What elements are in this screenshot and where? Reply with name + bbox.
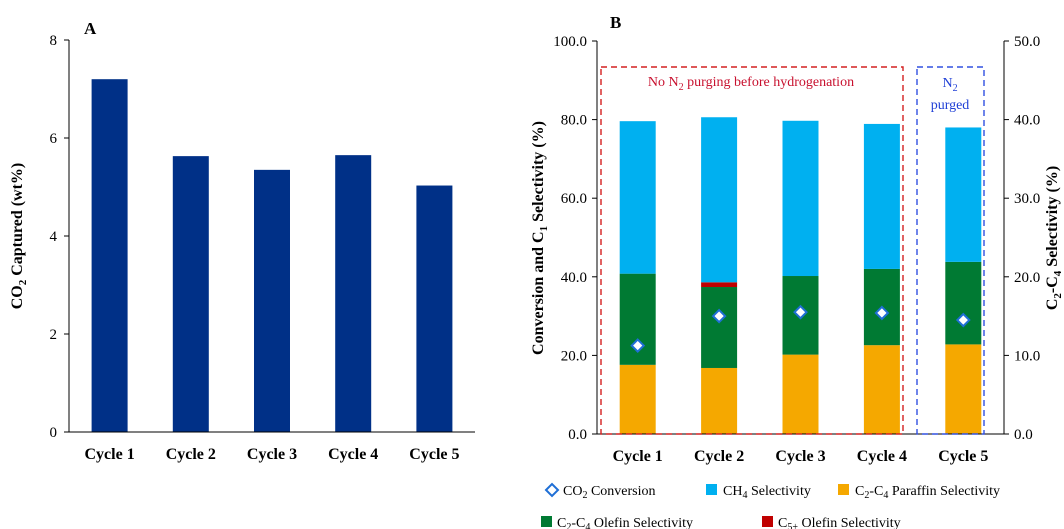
purged-annotation-line1: N2 xyxy=(942,76,957,94)
panel-b-right-y-axis-label: C2-C4 Selectivity (%) xyxy=(1044,166,1064,310)
panel-b-right-tick-label: 0.0 xyxy=(1014,427,1033,443)
bar-segment-ch4-selectivity-cycle-5 xyxy=(945,127,982,262)
panel-b-right-tick-label: 20.0 xyxy=(1014,270,1040,286)
bar-segment-c2-c4-paraffin-selectivity-cycle-3 xyxy=(782,354,819,434)
bar-segment-ch4-selectivity-cycle-2 xyxy=(701,117,738,283)
bar-segment-c2-c4-olefin-selectivity-cycle-5 xyxy=(945,261,982,345)
legend-swatch-olefin xyxy=(541,516,552,527)
panel-b-right-y-tick-labels: 0.0 10.0 20.0 30.0 40.0 50.0 xyxy=(1004,34,1040,443)
panel-a-y-tick-label: 8 xyxy=(50,33,58,49)
bar-segment-c2-c4-olefin-selectivity-cycle-2 xyxy=(701,287,738,368)
bar-segment-c2-c4-paraffin-selectivity-cycle-4 xyxy=(863,345,900,434)
legend-label-olefin: C2-C4 Olefin Selectivity xyxy=(557,516,693,529)
bar-segment-c2-c4-paraffin-selectivity-cycle-5 xyxy=(945,344,982,434)
panel-a-y-tick-label: 4 xyxy=(50,229,58,245)
panel-b-stacked-bars xyxy=(619,117,982,434)
bar-segment-c5-olefin-selectivity-cycle-2 xyxy=(701,282,738,288)
purged-annotation-line2: purged xyxy=(931,98,970,113)
panel-b-left-tick-label: 0.0 xyxy=(568,427,587,443)
bar-cycle-3 xyxy=(254,169,290,432)
co2-conversion-marker-cycle-1 xyxy=(630,338,646,353)
legend-item-ch4: CH4 Selectivity xyxy=(706,484,811,501)
panel-b-left-y-axis-label: Conversion and C1 Selectivity (%) xyxy=(530,121,550,355)
bar-segment-ch4-selectivity-cycle-4 xyxy=(863,123,900,269)
panel-a-y-tick-labels: 0 2 4 6 8 xyxy=(50,33,69,441)
co2-conversion-marker-cycle-5 xyxy=(955,312,971,328)
bar-segment-ch4-selectivity-cycle-1 xyxy=(619,121,656,274)
category-label-cycle-5: Cycle 5 xyxy=(938,448,988,465)
category-label-cycle-1: Cycle 1 xyxy=(613,448,663,465)
panel-b-left-tick-label: 40.0 xyxy=(561,270,587,286)
category-label-cycle-2: Cycle 2 xyxy=(166,446,216,463)
bar-segment-c2-c4-paraffin-selectivity-cycle-1 xyxy=(619,364,656,434)
panel-b-right-tick-label: 50.0 xyxy=(1014,34,1040,50)
category-label-cycle-1: Cycle 1 xyxy=(84,446,134,463)
category-label-cycle-3: Cycle 3 xyxy=(247,446,297,463)
panel-b-left-tick-label: 20.0 xyxy=(561,348,587,364)
bar-segment-ch4-selectivity-cycle-3 xyxy=(782,120,819,277)
category-label-cycle-5: Cycle 5 xyxy=(409,446,459,463)
panel-b-right-tick-label: 30.0 xyxy=(1014,191,1040,207)
panel-b-right-tick-label: 10.0 xyxy=(1014,348,1040,364)
diamond-marker-icon xyxy=(544,482,560,498)
panel-b-left-tick-label: 60.0 xyxy=(561,191,587,207)
legend-item-co2-conversion: CO2 Conversion xyxy=(544,482,656,501)
category-label-cycle-4: Cycle 4 xyxy=(328,446,378,463)
legend-label-paraffin: C2-C4 Paraffin Selectivity xyxy=(855,484,1000,501)
no-purge-annotation: No N2 purging before hydrogenation xyxy=(648,75,854,93)
panel-a-y-axis-label: CO2 Captured (wt%) xyxy=(9,163,29,310)
legend-swatch-ch4 xyxy=(706,484,717,495)
panel-b-legend: CO2 Conversion CH4 Selectivity C2-C4 Par… xyxy=(541,482,1000,529)
bar-cycle-2 xyxy=(172,156,209,432)
bar-cycle-1 xyxy=(91,79,128,432)
purged-dashed-box xyxy=(916,66,985,435)
legend-item-c5: C5+ Olefin Selectivity xyxy=(762,516,901,529)
category-label-cycle-3: Cycle 3 xyxy=(775,448,825,465)
legend-label-c5: C5+ Olefin Selectivity xyxy=(778,516,901,529)
legend-swatch-paraffin xyxy=(838,484,849,495)
category-label-cycle-4: Cycle 4 xyxy=(857,448,907,465)
panel-b-left-tick-label: 80.0 xyxy=(561,113,587,129)
legend-label-co2-conversion: CO2 Conversion xyxy=(563,484,656,501)
panel-a-category-labels: Cycle 1 Cycle 2 Cycle 3 Cycle 4 Cycle 5 xyxy=(84,446,459,463)
panel-b-left-y-tick-labels: 0.0 20.0 40.0 60.0 80.0 100.0 xyxy=(553,34,597,443)
panel-b-co2-conversion-markers xyxy=(630,304,971,353)
panel-b-right-tick-label: 40.0 xyxy=(1014,113,1040,129)
legend-label-ch4: CH4 Selectivity xyxy=(723,484,811,501)
co2-conversion-marker-cycle-2 xyxy=(711,308,727,324)
co2-conversion-marker-cycle-4 xyxy=(874,305,890,321)
bar-cycle-5 xyxy=(416,185,453,432)
bar-segment-c2-c4-paraffin-selectivity-cycle-2 xyxy=(701,367,738,434)
category-label-cycle-2: Cycle 2 xyxy=(694,448,744,465)
legend-item-olefin: C2-C4 Olefin Selectivity xyxy=(541,516,693,529)
panel-a-y-tick-label: 6 xyxy=(50,131,58,147)
panel-a-letter: A xyxy=(84,19,97,38)
panel-b-chart: B 0.0 20.0 40.0 60.0 80.0 100.0 0.0 10.0 20.0 30… xyxy=(530,13,1064,529)
legend-swatch-c5 xyxy=(762,516,773,527)
panel-b-left-tick-label: 100.0 xyxy=(553,34,587,50)
bar-cycle-4 xyxy=(335,155,372,432)
panel-a-bars xyxy=(91,79,453,432)
legend-item-paraffin: C2-C4 Paraffin Selectivity xyxy=(838,484,1000,501)
panel-a-y-tick-label: 2 xyxy=(50,327,58,343)
no-purge-dashed-box xyxy=(600,66,904,435)
panel-b-category-labels: Cycle 1 Cycle 2 Cycle 3 Cycle 4 Cycle 5 xyxy=(613,448,989,465)
panel-a-y-tick-label: 0 xyxy=(50,425,58,441)
panel-b-letter: B xyxy=(610,13,621,32)
co2-conversion-marker-cycle-3 xyxy=(793,304,808,320)
